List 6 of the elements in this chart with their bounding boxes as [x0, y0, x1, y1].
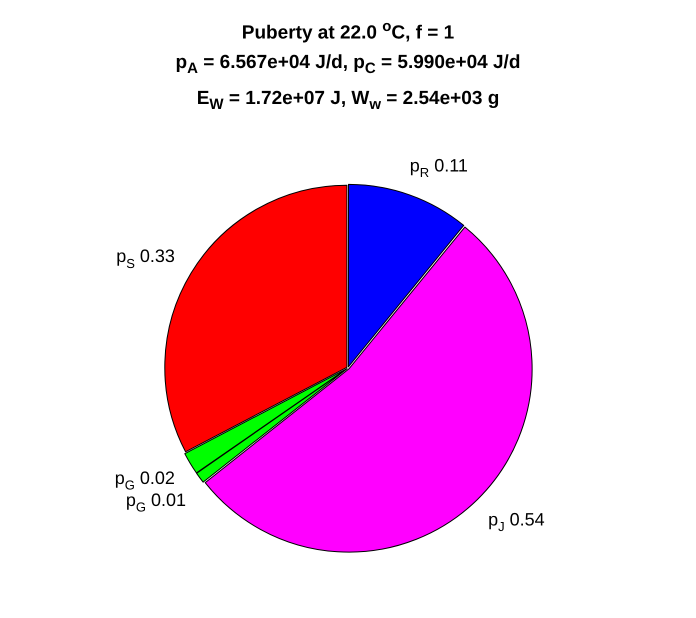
data-label: 0.01 [146, 490, 186, 510]
data-label: 0.02 [134, 468, 175, 488]
data-label: 0.54 [504, 509, 545, 530]
data-label: 0.33 [134, 246, 175, 266]
chart-title: Puberty at 22.0 $^{o}$C, f = 1 p$_{A}$ = 6.567e+04 J/d, p$_{C}$ = 5.990e+04 J/d E$_{W}$ = 1.72e+07 J, W$_{w}$ = 2.54e+03 g [176, 18, 520, 113]
data-label: 0.11 [429, 155, 468, 176]
